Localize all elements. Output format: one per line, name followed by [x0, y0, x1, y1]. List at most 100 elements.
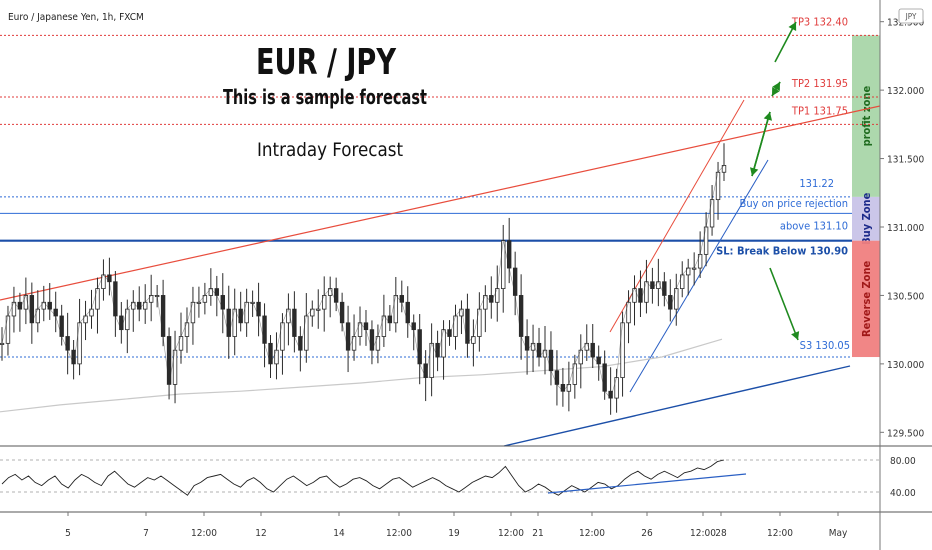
resistance-trendline[interactable]: [0, 105, 881, 301]
price-candle: [304, 315, 309, 351]
x-tick-label: 21: [532, 528, 543, 539]
price-candle: [638, 288, 643, 303]
price-candle: [572, 363, 578, 385]
price-candle: [101, 274, 106, 289]
price-candle: [405, 301, 410, 324]
price-candle: [226, 308, 231, 337]
price-candle: [644, 281, 649, 303]
price-candle: [65, 336, 70, 351]
price-candle: [674, 288, 679, 310]
x-tick-label: 7: [143, 528, 149, 539]
x-tick-label: 12:00: [579, 528, 605, 539]
price-candle: [626, 301, 631, 324]
price-candle: [602, 363, 607, 392]
price-candle: [524, 336, 530, 351]
annotation-caption: Intraday Forecast: [257, 139, 403, 161]
y-tick-label: 130.500: [887, 291, 924, 302]
price-candle: [262, 315, 267, 344]
y-tick-label: 129.500: [887, 428, 924, 439]
price-candle: [483, 295, 488, 310]
price-candle: [238, 308, 243, 324]
y-tick-label: 131.000: [887, 223, 924, 234]
currency-badge-box[interactable]: [898, 8, 924, 24]
zone-label: Reverse Zone: [860, 260, 873, 336]
price-candle: [29, 295, 35, 324]
price-candle: [184, 322, 190, 337]
arrow-shaft: [769, 267, 799, 341]
rsi-line: [1, 459, 725, 496]
level-label: TP2 131.95: [791, 77, 848, 90]
x-tick-label: 5: [65, 528, 71, 539]
zone-1: [852, 196, 880, 241]
channel-lower-line[interactable]: [629, 159, 769, 393]
x-tick-label: 12: [255, 528, 266, 539]
arrow-head: [772, 87, 780, 96]
x-tick-label: 19: [448, 528, 460, 539]
price-candle: [453, 315, 458, 337]
price-candle: [680, 274, 685, 289]
price-candle: [429, 342, 434, 378]
price-candle: [35, 308, 41, 324]
price-candle: [59, 315, 64, 337]
price-candle: [256, 301, 261, 317]
price-candle: [280, 322, 285, 351]
y-tick-label: 130.000: [887, 360, 924, 371]
price-candle: [548, 349, 554, 372]
price-candle: [160, 295, 166, 337]
price-candle: [292, 308, 297, 337]
up-arrow-tp1-rev: [749, 111, 771, 177]
level-label: SL: Break Below 130.90: [716, 245, 848, 258]
price-candle: [178, 336, 184, 351]
price-candle: [232, 308, 237, 337]
price-candle: [614, 377, 619, 399]
price-candle: [620, 322, 625, 378]
support-trendline[interactable]: [503, 365, 851, 447]
price-candle: [190, 301, 196, 324]
level-label: S3 130.05: [800, 339, 850, 352]
price-candle: [95, 288, 100, 310]
x-tick-label: 12:00: [767, 528, 793, 539]
arrow-head: [749, 167, 759, 176]
price-candle: [381, 315, 387, 337]
rsi-trendline[interactable]: [547, 473, 747, 494]
price-candle: [536, 342, 542, 358]
level-label: TP1 131.75: [791, 104, 848, 117]
price-candle: [697, 253, 703, 269]
up-arrow-tp2-rev: [771, 81, 781, 97]
up-arrow-tp3: [774, 21, 797, 63]
price-candle: [322, 295, 327, 310]
price-candle: [668, 295, 673, 310]
price-candle: [441, 329, 446, 358]
level-label: Buy on price rejection: [740, 197, 848, 210]
x-tick-label: 12:00: [191, 528, 217, 539]
price-candle: [339, 301, 345, 324]
x-tick-label: 26: [641, 528, 653, 539]
price-candle: [375, 336, 381, 351]
price-candle: [477, 308, 482, 337]
price-candle: [578, 349, 583, 365]
price-candle: [715, 171, 721, 201]
price-candle: [77, 322, 82, 365]
price-candle: [662, 281, 667, 296]
x-tick-label: 28: [715, 528, 727, 539]
x-tick-label: 14: [333, 528, 345, 539]
down-arrow-s3: [769, 267, 800, 341]
moving-average-line: [0, 338, 723, 413]
price-candle: [465, 308, 470, 344]
zone-label: profit zone: [860, 86, 873, 147]
level-label: 131.22: [799, 177, 834, 190]
price-candle: [125, 308, 130, 331]
annotation-title: EUR / JPY: [256, 42, 397, 83]
price-candle: [345, 322, 351, 351]
level-label: TP3 132.40: [791, 15, 848, 28]
arrow-shaft: [751, 111, 771, 177]
price-candle: [632, 288, 637, 303]
x-tick-label: 12:00: [498, 528, 524, 539]
y-tick-label: 131.500: [887, 155, 924, 166]
rsi-tick-label: 80.00: [890, 456, 916, 467]
currency-badge[interactable]: JPY: [905, 12, 917, 21]
price-candle: [0, 342, 5, 345]
price-candle: [512, 267, 518, 296]
